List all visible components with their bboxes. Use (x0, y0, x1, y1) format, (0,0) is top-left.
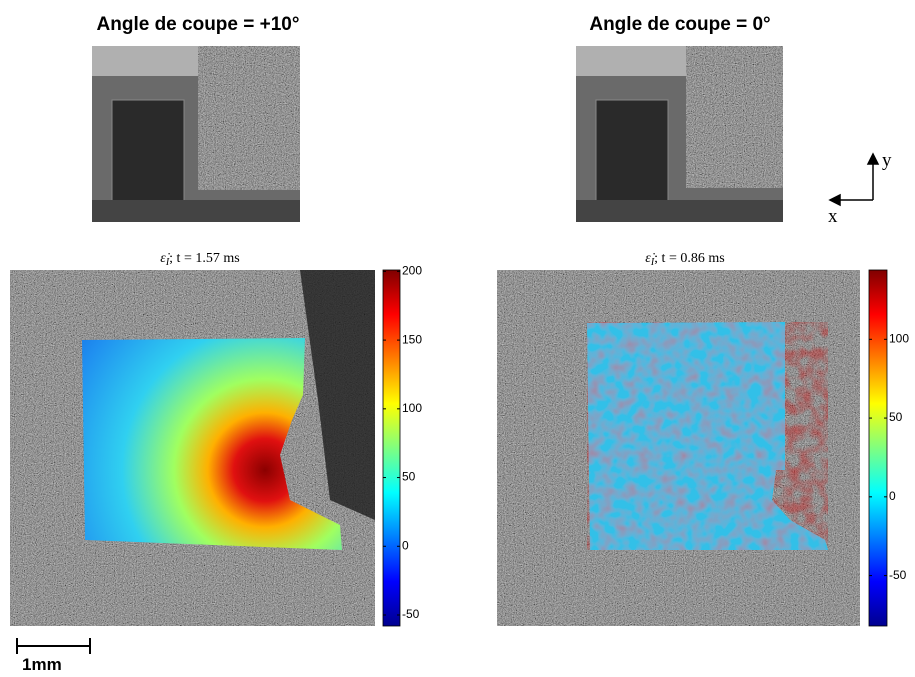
subscript: I (165, 257, 170, 268)
panel-title: Angle de coupe = +10° (97, 14, 300, 35)
photo (576, 46, 783, 222)
tick-label: 50 (889, 410, 903, 424)
tick-label: 0 (402, 538, 409, 552)
panel-title: Angle de coupe = 0° (589, 14, 770, 35)
panel-subtitle: ε̇I; t = 1.57 ms (160, 251, 239, 268)
axis-label: y (882, 150, 892, 171)
colorbar (868, 269, 888, 627)
scale-bar (16, 638, 91, 654)
tick-label: 100 (889, 331, 909, 345)
subscript: I (650, 257, 655, 268)
tick-label: 50 (402, 470, 416, 484)
symbol: ε̇ (160, 251, 170, 266)
tick-label: 0 (889, 489, 896, 503)
scale-label: 1mm (22, 655, 62, 674)
colorbar (382, 269, 401, 627)
tick-label: -50 (889, 568, 907, 582)
tick-label: -50 (402, 607, 420, 621)
tick-label: 150 (402, 332, 422, 346)
axes-icon (828, 152, 880, 207)
subtitle-text: ; t = 1.57 ms (169, 251, 240, 266)
strain-map (10, 270, 375, 626)
strain-map (497, 270, 860, 626)
tick-label: 100 (402, 401, 422, 415)
photo (92, 46, 300, 222)
panel-subtitle: ε̇I; t = 0.86 ms (645, 251, 724, 268)
subtitle-text: ; t = 0.86 ms (654, 251, 725, 266)
tick-label: 200 (402, 264, 422, 278)
symbol: ε̇ (645, 251, 655, 266)
axis-label: x (828, 206, 838, 227)
